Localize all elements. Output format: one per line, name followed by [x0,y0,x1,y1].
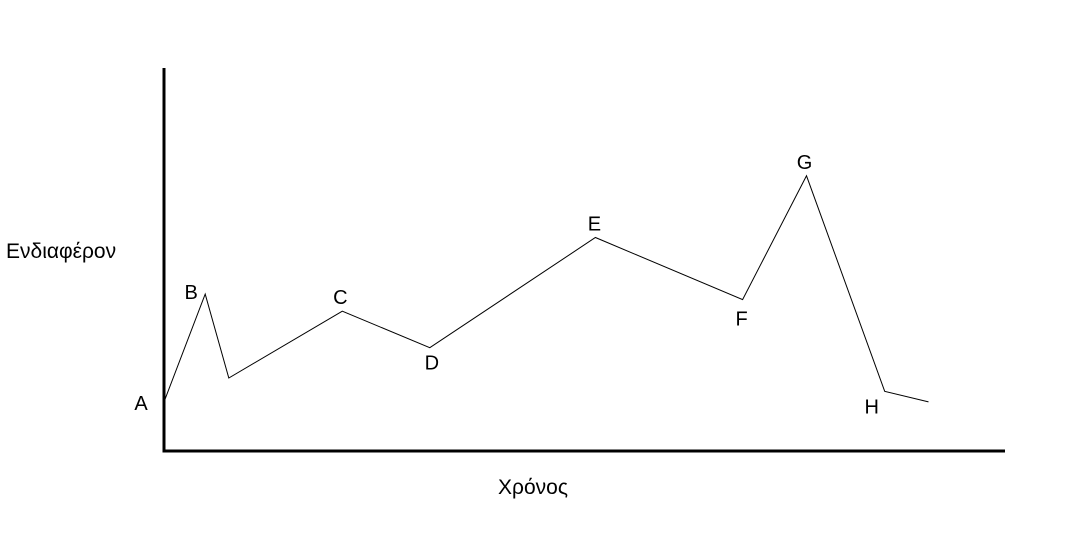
point-label-b: B [185,282,198,304]
point-label-a: A [134,393,148,415]
point-label-e: E [588,214,601,236]
axes [162,68,1005,453]
point-label-g: G [797,152,813,174]
y-axis-label: Ενδιαφέρον [6,240,116,263]
series-line [163,174,929,403]
point-label-d: D [425,353,439,375]
point-label-c: C [333,287,347,309]
x-axis-label: Χρόνος [498,476,568,499]
point-label-h: H [864,396,878,418]
point-label-f: F [735,309,747,331]
point-labels: A B C D E F G H [134,152,879,418]
